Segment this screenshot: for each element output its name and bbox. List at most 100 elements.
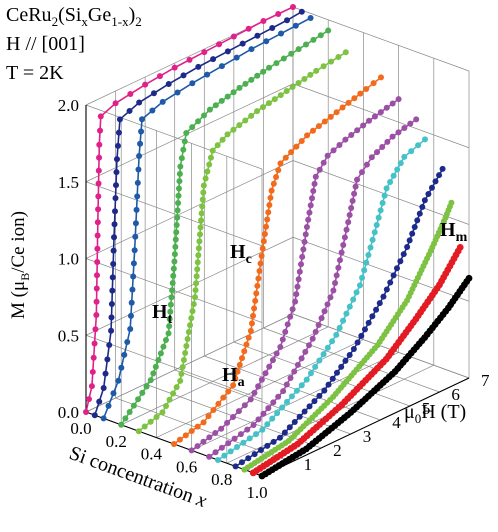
data-point (230, 33, 237, 40)
series-layer (83, 4, 473, 480)
data-point (318, 315, 325, 322)
data-point (330, 287, 337, 294)
data-point (266, 202, 273, 209)
data-point (348, 204, 355, 211)
data-point (230, 413, 236, 420)
data-point (324, 301, 331, 308)
data-point (369, 313, 376, 320)
data-point (94, 219, 101, 226)
data-point (201, 112, 207, 119)
data-point (361, 326, 368, 333)
data-point (96, 141, 103, 148)
data-point (248, 320, 255, 327)
data-point (278, 30, 285, 37)
data-point (269, 25, 276, 32)
x-tick-label: 0.2 (106, 432, 127, 451)
data-point (360, 122, 367, 129)
data-point (265, 209, 272, 216)
data-point (301, 238, 308, 245)
series-x-0.9 (241, 199, 455, 473)
data-point (224, 48, 231, 55)
back-wall-gridline-moment (85, 236, 294, 336)
data-point (324, 344, 331, 351)
data-point (220, 394, 227, 401)
data-point (310, 36, 317, 43)
data-point (174, 207, 181, 214)
data-point (346, 303, 353, 310)
side-wall-gridline-moment (292, 236, 470, 302)
data-point (397, 160, 404, 167)
tick-label-layer: 0.0 0.5 1.0 1.5 2.0 0.0 0.2 0.4 0.6 0.8 1.0 1 2 3 4 5 6 7 (58, 96, 490, 502)
data-point (130, 273, 137, 280)
data-point (370, 80, 377, 87)
data-point (312, 328, 319, 335)
data-point (187, 322, 194, 329)
data-point (349, 197, 356, 204)
data-point (91, 340, 98, 347)
data-point (97, 113, 104, 120)
data-point (132, 233, 139, 240)
data-point (112, 100, 119, 107)
y-tick-label: 7 (481, 371, 490, 390)
data-point (224, 93, 231, 100)
data-point (218, 97, 225, 104)
data-point (336, 324, 343, 331)
data-point (246, 435, 253, 442)
data-point (236, 122, 243, 129)
data-point (171, 441, 177, 447)
data-point (166, 323, 173, 330)
data-point (137, 140, 144, 147)
floor-gridline-x (121, 326, 329, 426)
data-point (316, 166, 323, 173)
data-point (253, 431, 260, 438)
data-point (155, 357, 162, 364)
data-point (354, 176, 361, 183)
data-point (114, 142, 121, 149)
data-point (91, 412, 98, 419)
data-point (135, 428, 142, 435)
data-point (198, 210, 205, 217)
data-point (298, 8, 305, 15)
data-point (242, 117, 249, 124)
data-point (253, 290, 260, 297)
data-point (270, 438, 277, 445)
data-point (395, 96, 402, 103)
data-point (212, 430, 219, 437)
data-point (284, 17, 291, 24)
data-point (298, 137, 305, 144)
data-point (315, 123, 322, 130)
data-point (109, 274, 116, 281)
data-point (199, 196, 206, 203)
floor-gridline-field (263, 327, 440, 393)
data-point (102, 370, 109, 377)
data-point (422, 136, 428, 143)
data-point (165, 330, 172, 337)
data-point (108, 314, 115, 321)
annotation-hc: Hc (230, 241, 252, 267)
data-point (212, 449, 219, 456)
data-point (284, 321, 291, 328)
data-point (206, 106, 213, 113)
data-point (112, 182, 119, 189)
data-point (176, 170, 183, 177)
data-point (273, 173, 280, 180)
data-point (350, 296, 357, 303)
data-point (95, 167, 102, 174)
data-point (258, 252, 265, 259)
data-point (200, 182, 207, 189)
data-point (415, 142, 422, 149)
data-point (143, 383, 150, 390)
data-point (288, 149, 295, 156)
data-point (329, 375, 336, 382)
data-point (165, 80, 172, 87)
data-point (206, 434, 213, 441)
data-point (230, 89, 237, 96)
data-point (291, 368, 298, 375)
data-point (411, 224, 418, 231)
data-point (317, 32, 324, 39)
data-point (237, 431, 244, 438)
data-point (121, 351, 128, 358)
data-point (260, 238, 267, 245)
data-point (188, 447, 195, 454)
data-point (115, 129, 122, 136)
